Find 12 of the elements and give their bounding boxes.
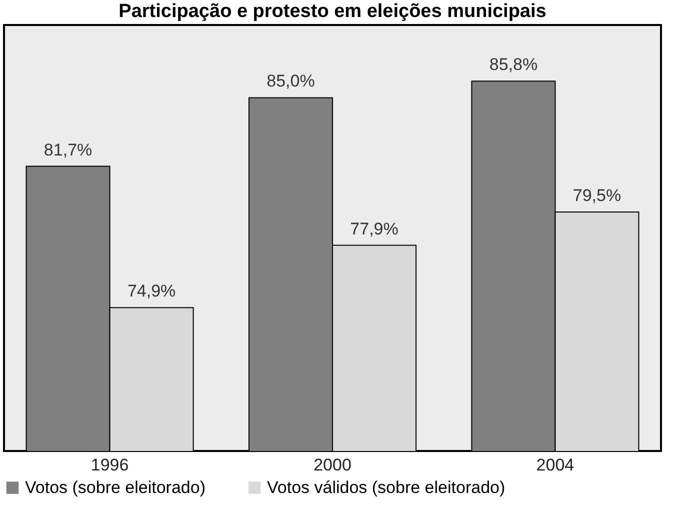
x-tick-label: 1996 xyxy=(90,456,129,474)
data-label: 77,9% xyxy=(350,219,398,238)
data-label: 85,0% xyxy=(266,72,315,91)
x-tick-label: 2004 xyxy=(536,456,574,474)
data-label: 85,8% xyxy=(489,55,538,74)
legend-label: Votos (sobre eleitorado) xyxy=(25,478,206,497)
data-label: 79,5% xyxy=(572,186,622,206)
data-label: 74,9% xyxy=(127,282,176,301)
legend-label: Votos válidos (sobre eleitorado) xyxy=(267,478,506,497)
data-label: 81,7% xyxy=(44,140,92,160)
chart-title: Participação e protesto em eleições municipais xyxy=(118,1,546,22)
x-tick-label: 2000 xyxy=(314,456,352,474)
